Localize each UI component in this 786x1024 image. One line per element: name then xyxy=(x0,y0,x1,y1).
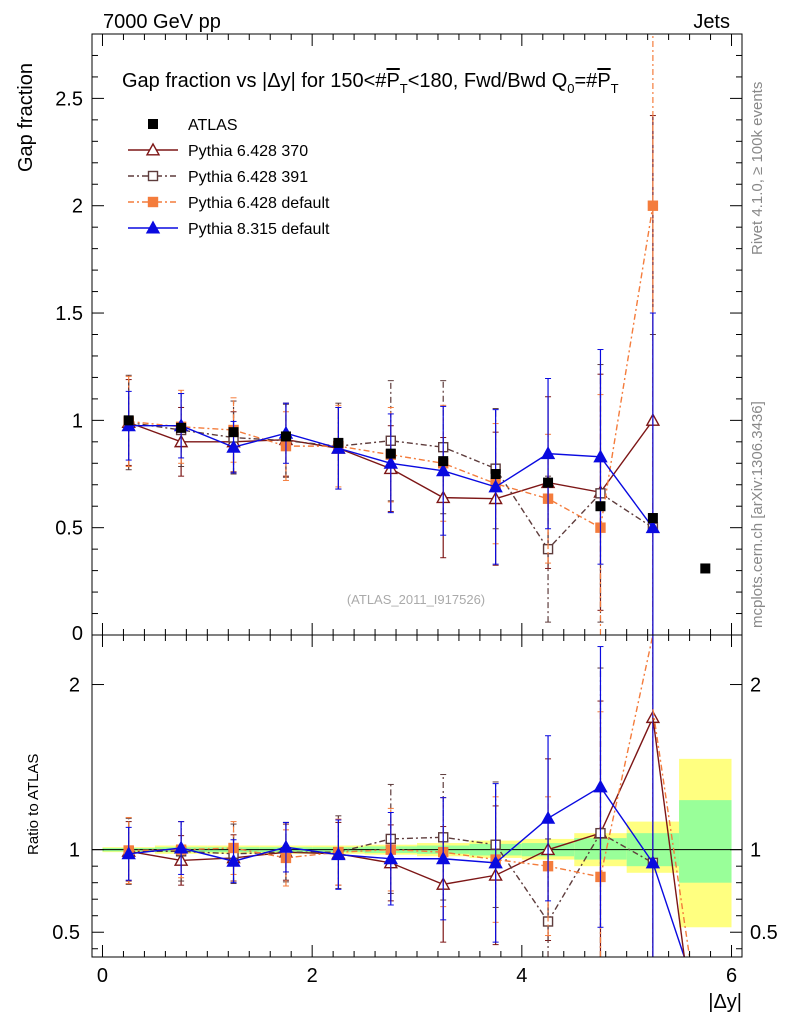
ratio-point xyxy=(226,853,241,867)
series-2-ratio xyxy=(123,634,656,958)
rivet-version-label: Rivet 4.1.0, ≥ 100k events xyxy=(749,82,766,255)
atlas-point xyxy=(490,469,501,480)
ratio-point xyxy=(540,810,556,824)
ratio-point xyxy=(645,855,661,869)
series-1-ratio xyxy=(123,634,659,958)
series-3-main xyxy=(121,312,661,636)
ratio-point xyxy=(331,847,346,861)
chart-title: Gap fraction vs |Δy| for 150<#PT<180, Fw… xyxy=(122,70,619,96)
legend-marker xyxy=(145,220,161,234)
legend-marker xyxy=(147,196,159,208)
series-0-main xyxy=(121,115,661,636)
legend-label: Pythia 6.428 370 xyxy=(188,143,308,160)
y-tick-label: 2.5 xyxy=(55,88,83,110)
ratio-green-band xyxy=(679,800,732,883)
ratio-point xyxy=(593,779,608,793)
series-ratio-line xyxy=(128,832,654,923)
ratio-panel-frame xyxy=(91,634,743,958)
y-tick-label: 0.5 xyxy=(55,518,83,540)
atlas-point xyxy=(123,415,134,426)
series-tail-line xyxy=(652,717,686,958)
data-point xyxy=(593,449,608,463)
ratio-tick-label: 1 xyxy=(69,840,80,862)
data-point xyxy=(226,439,241,453)
ratio-tick-label-right: 0.5 xyxy=(750,922,778,944)
header-energy: 7000 GeV pp xyxy=(103,11,221,33)
data-point xyxy=(488,479,503,493)
legend-label: ATLAS xyxy=(188,117,238,134)
atlas-point xyxy=(280,431,291,442)
atlas-point xyxy=(176,422,187,433)
series-tail-line xyxy=(652,862,686,958)
data-point xyxy=(436,463,451,477)
series-line xyxy=(128,205,654,529)
ratio-point xyxy=(121,846,136,860)
legend-entry: Pythia 6.428 default xyxy=(128,195,330,212)
atlas-point xyxy=(333,437,344,448)
ratio-tick-label: 0.5 xyxy=(52,922,80,944)
data-point xyxy=(540,446,556,460)
mcplots-label: mcplots.cern.ch [arXiv:1306.3436] xyxy=(749,401,766,628)
svg-text:Gap fraction vs |Δy| for 150<#: Gap fraction vs |Δy| for 150<#PT<180, Fw… xyxy=(122,70,619,96)
analysis-watermark: (ATLAS_2011_I917526) xyxy=(347,592,485,607)
atlas-point xyxy=(543,477,554,488)
data-point xyxy=(383,455,398,469)
ratio-point xyxy=(488,855,503,869)
legend-label: Pythia 6.428 391 xyxy=(188,169,308,186)
x-tick-label: 0 xyxy=(97,965,108,987)
header-process: Jets xyxy=(693,11,730,33)
atlas-data xyxy=(123,415,711,574)
legend-label: Pythia 6.428 default xyxy=(188,195,330,212)
legend-entry: Pythia 8.315 default xyxy=(128,220,330,238)
x-tick-label: 6 xyxy=(726,965,737,987)
ratio-point xyxy=(278,839,294,853)
ratio-point xyxy=(436,851,451,865)
y-tick-label: 1.5 xyxy=(55,303,83,325)
y-tick-label: 0 xyxy=(72,623,83,645)
legend-entry: Pythia 6.428 370 xyxy=(128,142,308,160)
legend-marker xyxy=(145,142,161,156)
ratio-tick-label: 2 xyxy=(69,675,80,697)
y-tick-label: 2 xyxy=(72,196,83,218)
atlas-point xyxy=(700,563,711,574)
series-ratio-line xyxy=(128,634,654,878)
atlas-point xyxy=(595,501,606,512)
y-axis-title: Gap fraction xyxy=(15,63,37,172)
legend-label: Pythia 8.315 default xyxy=(188,221,330,238)
atlas-point xyxy=(647,513,658,524)
data-point xyxy=(647,200,659,211)
ratio-tick-label-right: 1 xyxy=(750,840,761,862)
x-tick-label: 4 xyxy=(516,965,527,987)
y-tick-label: 1 xyxy=(72,410,83,432)
ratio-point xyxy=(173,840,189,854)
ratio-point xyxy=(383,851,398,865)
series-0-ratio xyxy=(121,634,661,958)
ratio-tick-label-right: 2 xyxy=(750,675,761,697)
x-axis-title: |Δy| xyxy=(708,991,742,1013)
legend-marker xyxy=(148,119,158,129)
atlas-point xyxy=(438,456,449,467)
legend-entry: Pythia 6.428 391 xyxy=(128,169,308,186)
atlas-point xyxy=(228,427,239,438)
data-point xyxy=(645,520,661,534)
x-tick-label: 2 xyxy=(307,965,318,987)
legend-marker xyxy=(147,170,159,182)
series-line xyxy=(128,421,654,551)
atlas-point xyxy=(385,448,396,459)
ratio-y-axis-title: Ratio to ATLAS xyxy=(25,754,42,855)
series-3-ratio xyxy=(121,634,661,958)
legend-entry: ATLAS xyxy=(148,117,238,134)
